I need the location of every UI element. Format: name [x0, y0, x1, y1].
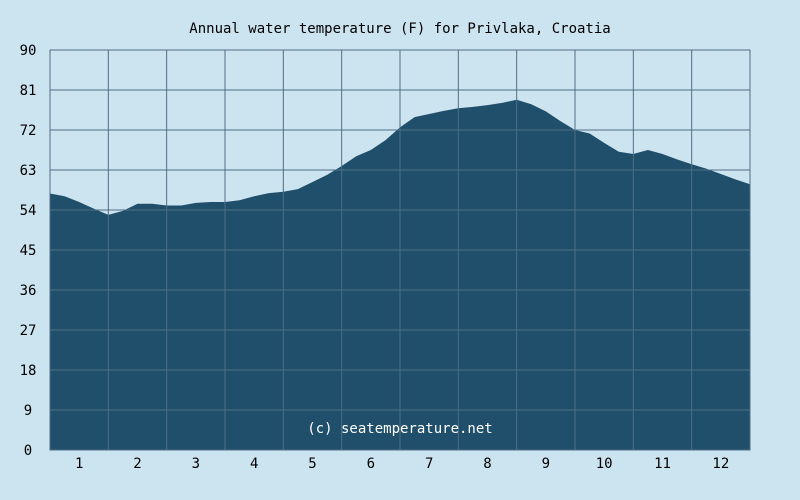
- x-tick-label: 2: [133, 456, 141, 472]
- x-tick-label: 4: [250, 456, 258, 472]
- grid: [49, 49, 751, 451]
- y-tick-label: 72: [20, 123, 37, 139]
- y-tick-label: 9: [24, 403, 32, 419]
- x-tick-label: 5: [308, 456, 316, 472]
- x-tick-label: 8: [483, 456, 491, 472]
- watermark: (c) seatemperature.net: [307, 421, 492, 437]
- x-tick-label: 9: [542, 456, 550, 472]
- x-tick-label: 12: [712, 456, 729, 472]
- y-tick-label: 63: [20, 163, 37, 179]
- y-tick-label: 27: [20, 323, 37, 339]
- x-tick-label: 6: [367, 456, 375, 472]
- y-tick-label: 90: [20, 43, 37, 59]
- y-tick-label: 0: [24, 443, 32, 459]
- y-tick-label: 45: [20, 243, 37, 259]
- y-tick-label: 18: [20, 363, 37, 379]
- x-tick-label: 1: [75, 456, 83, 472]
- y-tick-label: 36: [20, 283, 37, 299]
- y-axis-ticks: 0 9 18 27 36 45 54 63 72 81 90: [20, 43, 37, 459]
- x-axis-ticks: 1 2 3 4 5 6 7 8 9 10 11 12: [75, 456, 729, 472]
- x-tick-label: 3: [192, 456, 200, 472]
- x-tick-label: 11: [654, 456, 671, 472]
- x-tick-label: 7: [425, 456, 433, 472]
- plot-border: [49, 49, 751, 451]
- y-tick-label: 81: [20, 83, 37, 99]
- y-tick-label: 54: [20, 203, 37, 219]
- x-tick-label: 10: [596, 456, 613, 472]
- chart-title: Annual water temperature (F) for Privlak…: [189, 21, 610, 37]
